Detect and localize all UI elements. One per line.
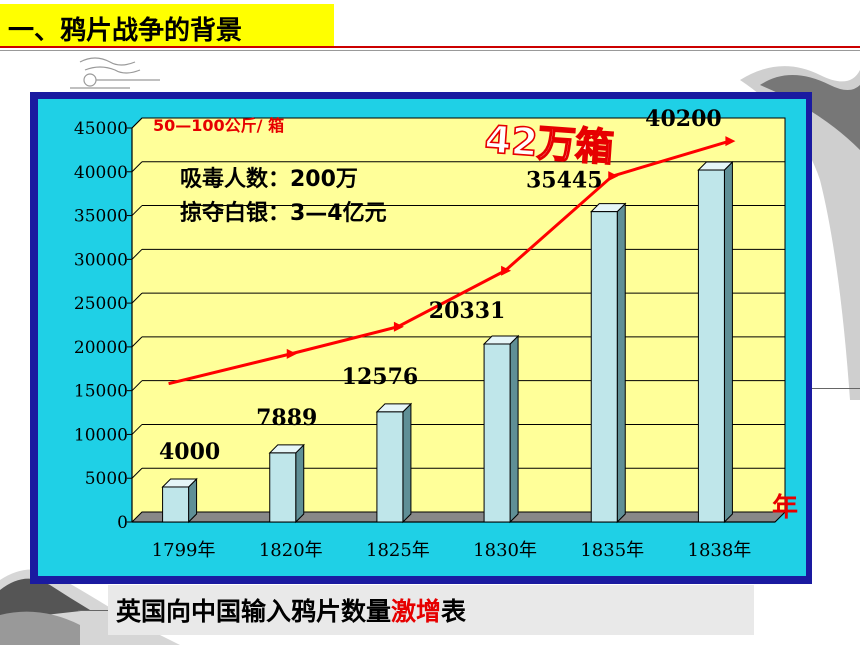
bar-side — [616, 202, 626, 524]
x-unit-label: 年 — [772, 492, 798, 523]
annotation-addicts: 吸毒人数：200万 — [180, 166, 358, 192]
trend-arrow-marker — [725, 136, 736, 147]
plot-floor — [130, 511, 787, 523]
caption-leader-line — [78, 610, 112, 611]
decorative-scroll-icon — [70, 57, 160, 89]
title-underline-red — [0, 46, 860, 48]
gridline-diagonal — [131, 161, 143, 173]
bar — [590, 211, 618, 523]
trend-arrow-marker — [393, 321, 404, 332]
bar — [483, 343, 511, 523]
y-tick-label: 45000 — [74, 119, 128, 139]
gridline-diagonal — [131, 117, 143, 129]
x-tick-label: 1799年 — [152, 540, 216, 561]
x-tick-label: 1838年 — [688, 540, 752, 561]
x-tick-label: 1820年 — [259, 540, 323, 561]
gridline-diagonal — [131, 205, 143, 216]
x-tick-label: 1830年 — [473, 540, 537, 561]
data-label: 35445 — [526, 168, 603, 194]
y-tick-label: 15000 — [74, 382, 128, 402]
bar-side — [295, 443, 305, 524]
side-divider-line — [812, 388, 860, 389]
caption-prefix: 英国向中国输入鸦片数量 — [116, 597, 392, 626]
gridline-diagonal — [131, 292, 143, 304]
y-tick-label: 35000 — [74, 207, 128, 227]
slide-title-bar: 一、鸦片战争的背景 — [0, 4, 334, 46]
y-tick-label: 25000 — [74, 294, 128, 314]
gridline-diagonal — [131, 380, 143, 392]
caption-suffix: 表 — [441, 597, 467, 626]
y-tick-label: 5000 — [85, 469, 128, 489]
data-label: 40200 — [645, 106, 722, 132]
trend-arrow-marker — [286, 348, 297, 359]
bar-side — [402, 402, 412, 524]
bar — [162, 486, 190, 523]
trend-arrow-marker — [501, 265, 512, 276]
caption-highlight: 激增 — [391, 597, 442, 626]
y-tick-label: 30000 — [74, 250, 128, 270]
bar-side — [509, 334, 519, 524]
big-annotation: 42万箱 — [483, 117, 615, 170]
title-underline-gray — [0, 50, 860, 51]
chart-caption: 英国向中国输入鸦片数量激增表 — [116, 592, 466, 628]
y-tick-label: 40000 — [74, 163, 128, 183]
y-tick-label: 20000 — [74, 338, 128, 358]
chart-caption-box — [108, 585, 754, 635]
data-label: 4000 — [159, 439, 220, 465]
bar — [376, 411, 404, 523]
bar — [269, 452, 297, 523]
y-tick-label: 0 — [117, 513, 128, 533]
x-tick-label: 1825年 — [366, 540, 430, 561]
bar — [697, 169, 725, 523]
trend-line — [168, 139, 730, 386]
data-label: 12576 — [342, 364, 419, 390]
annotation-silver: 掠夺白银：3—4亿元 — [180, 200, 387, 226]
gridline-diagonal — [131, 336, 143, 348]
gridline-diagonal — [131, 424, 143, 435]
unit-note: 50—100公斤/ 箱 — [153, 116, 284, 135]
data-label: 7889 — [256, 405, 317, 431]
x-tick-label: 1835年 — [580, 540, 644, 561]
data-label: 20331 — [429, 298, 506, 324]
trend-arrow-marker — [608, 171, 619, 182]
bar-side — [723, 160, 733, 524]
gridline-diagonal — [131, 248, 143, 260]
y-tick-label: 10000 — [74, 425, 128, 445]
gridline-diagonal — [131, 467, 143, 479]
slide-title: 一、鸦片战争的背景 — [8, 16, 243, 46]
